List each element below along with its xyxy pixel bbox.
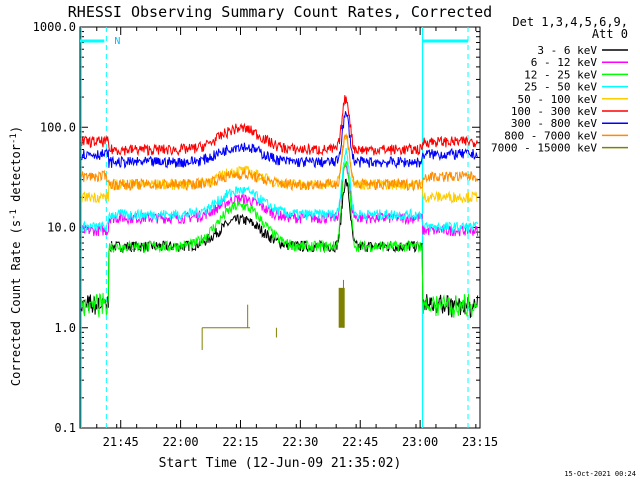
plot-area: 1000.0 100.0 10.0 1.0 0.1 21:45 22:00 22:15 22:3…: [33, 20, 498, 449]
footer-timestamp: 15-Oct-2021 00:24: [564, 470, 636, 478]
y-tick-label: 0.1: [54, 421, 76, 435]
x-tick-label: 23:00: [402, 435, 438, 449]
y-tick-label: 100.0: [40, 120, 76, 134]
series-7000-flare-block: [338, 287, 345, 328]
legend-label: 3 - 6 keV: [537, 44, 597, 57]
y-tick-label: 1.0: [54, 321, 76, 335]
x-tick-label: 22:45: [342, 435, 378, 449]
series-line: [81, 95, 479, 157]
legend-label: 800 - 7000 keV: [504, 129, 597, 142]
y-tick-label: 1000.0: [33, 20, 76, 34]
plot-frame: [79, 26, 481, 429]
x-tick-label: 22:15: [222, 435, 258, 449]
legend-label: 50 - 100 keV: [518, 93, 598, 106]
legend-label: 6 - 12 keV: [531, 56, 598, 69]
legend-label: 100 - 300 keV: [511, 105, 597, 118]
legend-label: 12 - 25 keV: [524, 68, 597, 81]
y-axis-label: Corrected Count Rate (s-1 detector-1): [9, 126, 23, 386]
x-tick-label: 23:15: [462, 435, 498, 449]
series-line: [81, 111, 478, 169]
series-line: [80, 160, 478, 318]
chart-title: RHESSI Observing Summary Count Rates, Co…: [68, 3, 492, 21]
legend-label: 7000 - 15000 keV: [491, 142, 597, 155]
x-tick-label: 22:30: [282, 435, 318, 449]
x-axis-label: Start Time (12-Jun-09 21:35:02): [159, 456, 402, 471]
series-line: [80, 147, 479, 234]
y-tick-label: 10.0: [47, 221, 76, 235]
legend-header-line1: Det 1,3,4,5,6,9,: [512, 15, 628, 29]
event-label: N: [114, 36, 120, 47]
x-tick-label: 21:45: [103, 435, 139, 449]
legend-header-line2: Att 0: [592, 27, 628, 41]
legend-label: 300 - 800 keV: [511, 117, 597, 130]
series-line: [80, 132, 479, 192]
x-tick-label: 22:00: [163, 435, 199, 449]
legend-label: 25 - 50 keV: [524, 81, 597, 94]
series-line: [80, 163, 479, 237]
series-line: [81, 135, 478, 204]
